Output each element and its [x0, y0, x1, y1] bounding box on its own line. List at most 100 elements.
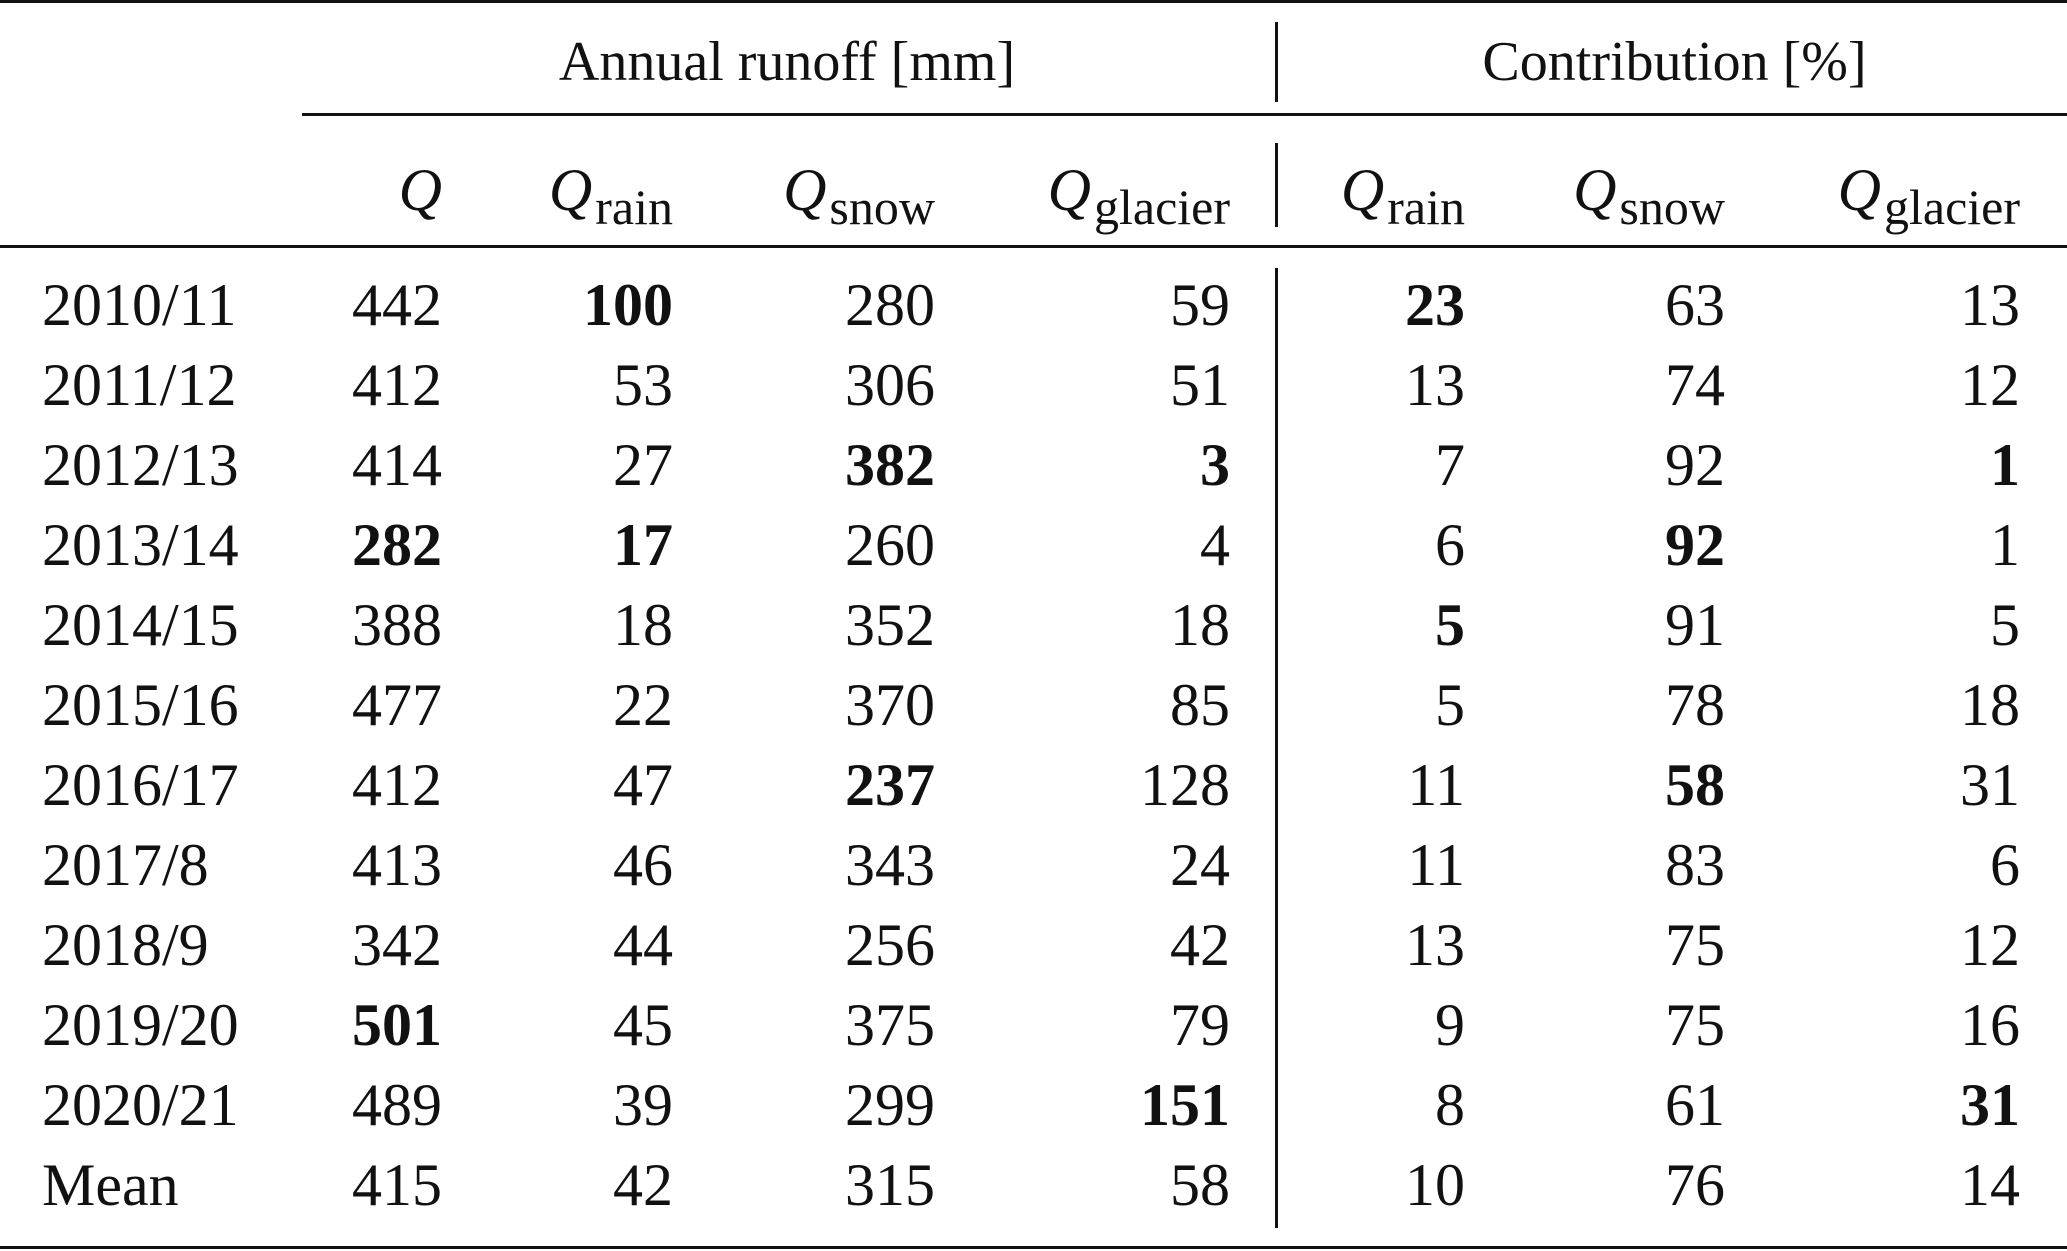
table-cell: 280 [845, 272, 935, 338]
top-rule [0, 0, 2067, 3]
table-cell: 74 [1665, 352, 1725, 418]
table-cell: 17 [613, 512, 673, 578]
table-cell: 23 [1405, 272, 1465, 338]
table-row: 2018/9 342 44 256 42 13 75 12 [0, 905, 2067, 985]
table-cell: 53 [613, 352, 673, 418]
table-cell: 12 [1960, 352, 2020, 418]
table-cell: 47 [613, 752, 673, 818]
table-cell: 442 [352, 272, 442, 338]
table-cell: 412 [352, 752, 442, 818]
table-row: 2016/17 412 47 237 128 11 58 31 [0, 745, 2067, 825]
column-header-symbol: Q [1573, 157, 1617, 223]
table-row: Mean 415 42 315 58 10 76 14 [0, 1145, 2067, 1225]
row-label: 2019/20 [42, 992, 239, 1058]
table-cell: 299 [845, 1072, 935, 1138]
column-header-symbol: Q [1837, 157, 1881, 223]
table-cell: 3 [1200, 432, 1230, 498]
table-cell: 413 [352, 832, 442, 898]
table-cell: 10 [1405, 1152, 1465, 1218]
row-label: 2016/17 [42, 752, 239, 818]
table-row: 2020/21 489 39 299 151 8 61 31 [0, 1065, 2067, 1145]
table-cell: 14 [1960, 1152, 2020, 1218]
group-rule [302, 113, 2067, 116]
column-header-subscript: glacier [1883, 179, 2020, 235]
column-header-3: Qglacier [970, 150, 1230, 235]
row-label: 2014/15 [42, 592, 239, 658]
table-cell: 44 [613, 912, 673, 978]
table-cell: 414 [352, 432, 442, 498]
table-cell: 282 [352, 512, 442, 578]
table-cell: 6 [1435, 512, 1465, 578]
table-row: 2011/12 412 53 306 51 13 74 12 [0, 345, 2067, 425]
table-cell: 343 [845, 832, 935, 898]
column-header-symbol: Q [1340, 157, 1385, 223]
row-label: 2020/21 [42, 1072, 239, 1138]
table-cell: 1 [1990, 432, 2020, 498]
column-header-0: Q [182, 150, 442, 230]
divider-body [1275, 268, 1278, 1228]
table-cell: 9 [1435, 992, 1465, 1058]
table-cell: 352 [845, 592, 935, 658]
table-cell: 12 [1960, 912, 2020, 978]
divider-header [1275, 143, 1278, 227]
row-label: 2010/11 [42, 272, 237, 338]
row-label: 2017/8 [42, 832, 209, 898]
table-cell: 79 [1170, 992, 1230, 1058]
header-rule [0, 245, 2067, 248]
table-cell: 6 [1990, 832, 2020, 898]
table-cell: 18 [613, 592, 673, 658]
column-header-2: Qsnow [675, 150, 935, 235]
table-cell: 58 [1170, 1152, 1230, 1218]
bottom-rule [0, 1246, 2067, 1249]
table-cell: 1 [1990, 512, 2020, 578]
table-cell: 45 [613, 992, 673, 1058]
table-cell: 415 [352, 1152, 442, 1218]
row-label: 2012/13 [42, 432, 239, 498]
table-cell: 501 [352, 992, 442, 1058]
table-cell: 31 [1960, 752, 2020, 818]
table-row: 2014/15 388 18 352 18 5 91 5 [0, 585, 2067, 665]
table-row: 2013/14 282 17 260 4 6 92 1 [0, 505, 2067, 585]
row-label: 2013/14 [42, 512, 239, 578]
table-cell: 59 [1170, 272, 1230, 338]
table-cell: 237 [845, 752, 935, 818]
table-cell: 13 [1960, 272, 2020, 338]
table-cell: 42 [613, 1152, 673, 1218]
table-cell: 382 [845, 432, 935, 498]
table-cell: 477 [352, 672, 442, 738]
divider-group [1275, 22, 1278, 102]
column-header-subscript: snow [1619, 179, 1725, 235]
table-cell: 92 [1665, 432, 1725, 498]
table-cell: 11 [1407, 752, 1465, 818]
table-cell: 83 [1665, 832, 1725, 898]
table-cell: 388 [352, 592, 442, 658]
row-label: 2018/9 [42, 912, 209, 978]
column-header-subscript: glacier [1093, 179, 1230, 235]
table-cell: 75 [1665, 992, 1725, 1058]
table-cell: 51 [1170, 352, 1230, 418]
column-header-1: Qrain [413, 150, 673, 235]
table-cell: 18 [1960, 672, 2020, 738]
table-cell: 92 [1665, 512, 1725, 578]
table-cell: 315 [845, 1152, 935, 1218]
column-header-4: Qrain [1205, 150, 1465, 235]
table-cell: 7 [1435, 432, 1465, 498]
table-cell: 16 [1960, 992, 2020, 1058]
column-header-subscript: rain [1387, 179, 1465, 235]
table-cell: 78 [1665, 672, 1725, 738]
table-row: 2012/13 414 27 382 3 7 92 1 [0, 425, 2067, 505]
table-row: 2010/11 442 100 280 59 23 63 13 [0, 265, 2067, 345]
table-cell: 5 [1435, 672, 1465, 738]
column-header-5: Qsnow [1465, 150, 1725, 235]
table-cell: 76 [1665, 1152, 1725, 1218]
table-cell: 75 [1665, 912, 1725, 978]
column-header-subscript: rain [595, 179, 673, 235]
column-header-symbol: Q [548, 157, 593, 223]
table-row: 2015/16 477 22 370 85 5 78 18 [0, 665, 2067, 745]
table-cell: 489 [352, 1072, 442, 1138]
table-cell: 8 [1435, 1072, 1465, 1138]
column-header-subscript: snow [829, 179, 935, 235]
table-cell: 27 [613, 432, 673, 498]
table-cell: 91 [1665, 592, 1725, 658]
